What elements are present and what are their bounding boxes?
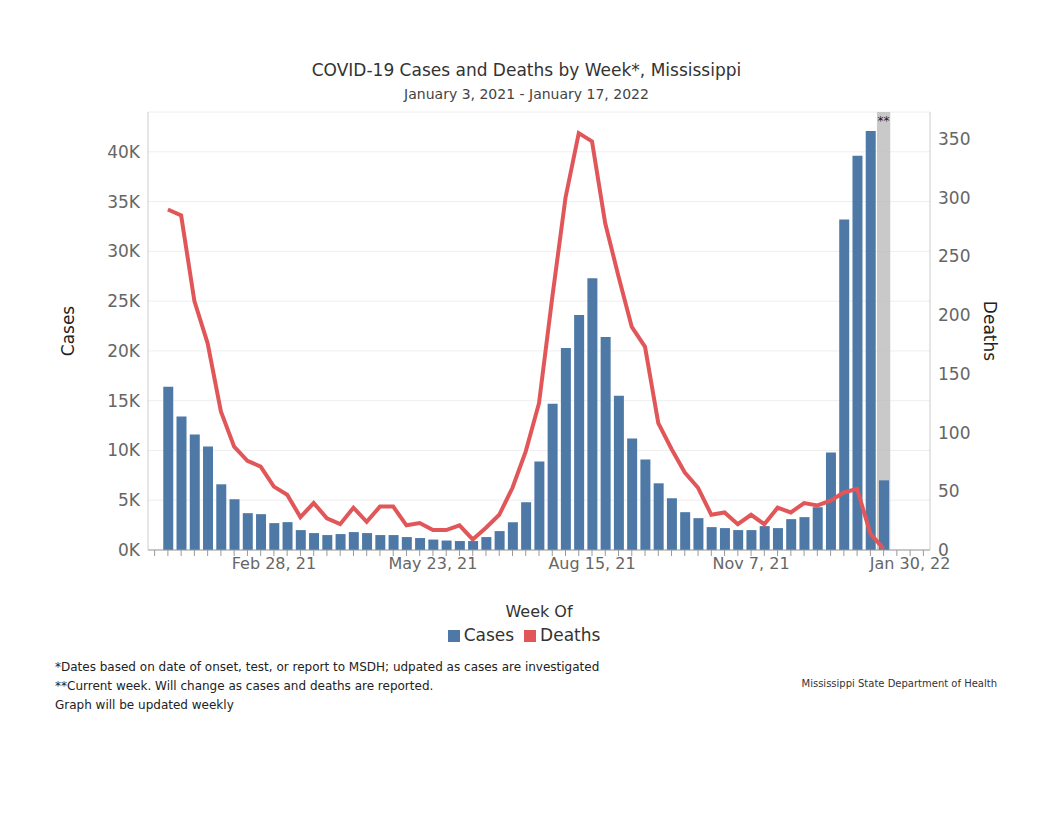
svg-text:150: 150 [938,364,970,384]
svg-text:5K: 5K [118,490,141,510]
svg-text:50: 50 [938,481,960,501]
svg-text:300: 300 [938,188,970,208]
svg-text:30K: 30K [107,241,141,261]
svg-text:Feb 28, 21: Feb 28, 21 [232,554,316,573]
svg-text:Deaths: Deaths [980,301,1000,361]
html-text:*Dates based on date of onset,: *Dates based on date of onset, test, or … [55,660,600,674]
svg-text:25K: 25K [107,291,141,311]
svg-text:15K: 15K [107,391,141,411]
svg-text:35K: 35K [107,192,141,212]
html-text:**Current week. Will change as: **Current week. Will change as cases and… [55,679,434,693]
svg-text:**: ** [878,114,890,128]
svg-text:10K: 10K [107,440,141,460]
svg-text:Jan 30, 22: Jan 30, 22 [869,554,951,574]
svg-text:40K: 40K [107,142,141,162]
svg-text:Week Of: Week Of [505,602,573,621]
svg-text:0K: 0K [118,540,141,560]
html-text:COVID-19 Cases and Deaths by W: COVID-19 Cases and Deaths by Week*, Miss… [311,60,742,80]
svg-text:20K: 20K [107,341,141,361]
svg-text:250: 250 [938,246,970,266]
svg-text:Aug 15, 21: Aug 15, 21 [548,554,635,573]
html-text:January 3, 2021 - January 17,: January 3, 2021 - January 17, 2022 [404,86,649,102]
html-text:Graph will be updated weekly: Graph will be updated weekly [55,698,234,712]
svg-text:350: 350 [938,129,970,149]
html-text:Cases: Cases [463,625,515,645]
svg-text:100: 100 [938,423,970,443]
html-text:Mississippi State Department o: Mississippi State Department of Health [801,678,997,689]
html-text:Deaths: Deaths [540,625,601,645]
svg-text:0: 0 [938,540,949,560]
svg-text:200: 200 [938,305,970,325]
svg-text:Cases: Cases [58,306,78,357]
svg-text:May 23, 21: May 23, 21 [388,554,477,573]
svg-text:Nov 7, 21: Nov 7, 21 [713,554,790,573]
